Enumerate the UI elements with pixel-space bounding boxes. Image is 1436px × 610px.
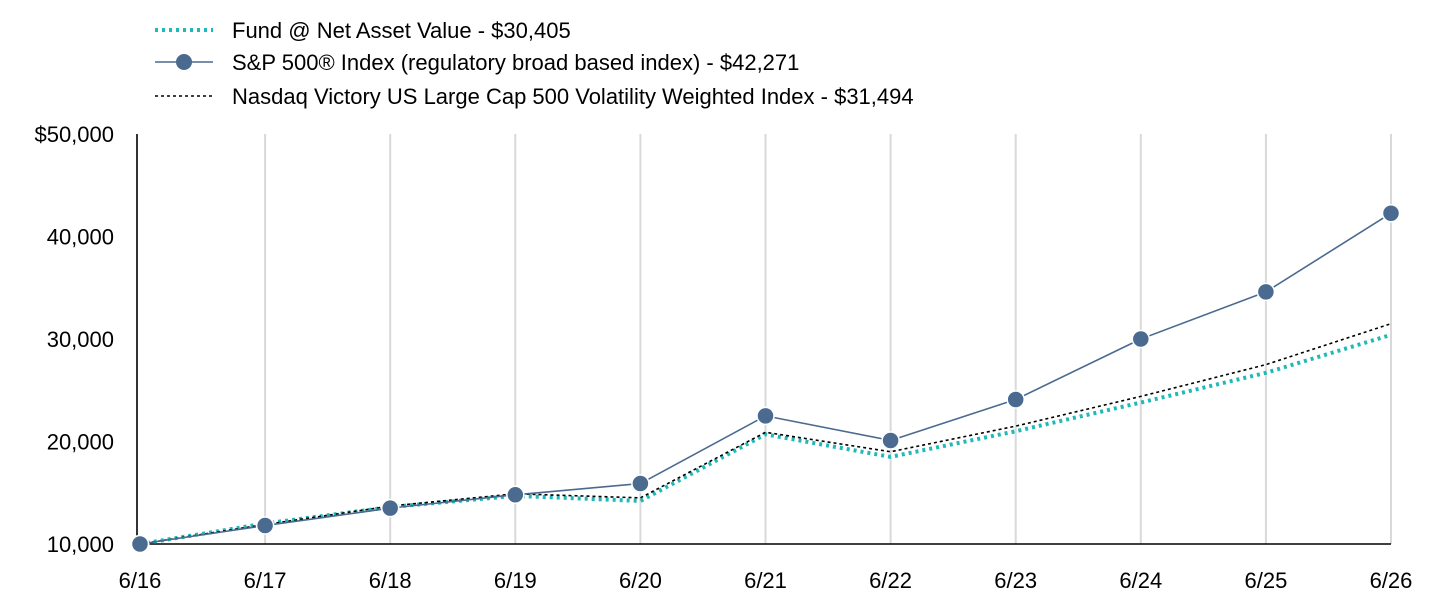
series-markers <box>130 203 1401 554</box>
gridlines <box>264 134 1392 544</box>
sp500-point-6-23 <box>1006 390 1025 409</box>
sp500-point-6-19 <box>506 485 525 505</box>
x-tick-label: 6/17 <box>244 568 287 593</box>
y-tick-label: 10,000 <box>47 532 114 557</box>
legend-label-nasdaq: Nasdaq Victory US Large Cap 500 Volatili… <box>232 84 914 109</box>
x-tick-label: 6/21 <box>744 568 787 593</box>
legend-entry-fund: Fund @ Net Asset Value - $30,405 <box>155 18 571 43</box>
x-tick-label: 6/20 <box>619 568 662 593</box>
x-tick-label: 6/18 <box>369 568 412 593</box>
x-tick-label: 6/25 <box>1244 568 1287 593</box>
legend-label-sp500: S&P 500® Index (regulatory broad based i… <box>232 50 799 75</box>
sp500-point-6-20 <box>631 474 650 493</box>
y-tick-label: 30,000 <box>47 327 114 352</box>
sp500-point-6-22 <box>881 431 900 450</box>
legend-marker-sp500 <box>176 54 192 70</box>
x-tick-label: 6/22 <box>869 568 912 593</box>
sp500-point-6-26 <box>1381 203 1401 223</box>
sp500-point-6-25 <box>1256 282 1276 302</box>
x-tick-label: 6/24 <box>1119 568 1162 593</box>
legend-entry-sp500: S&P 500® Index (regulatory broad based i… <box>155 50 799 75</box>
legend: Fund @ Net Asset Value - $30,405 S&P 500… <box>155 18 914 109</box>
axes <box>136 134 1391 545</box>
x-tick-label: 6/23 <box>994 568 1037 593</box>
legend-label-fund: Fund @ Net Asset Value - $30,405 <box>232 18 571 43</box>
series-line-nasdaq <box>139 322 1392 545</box>
x-tick-label: 6/19 <box>494 568 537 593</box>
sp500-point-6-17 <box>255 516 275 535</box>
sp500-point-6-21 <box>756 406 775 426</box>
y-tick-label: 40,000 <box>47 225 114 250</box>
x-tick-label: 6/16 <box>119 568 162 593</box>
sp500-point-6-24 <box>1131 329 1151 349</box>
sp500-point-6-18 <box>380 498 400 518</box>
legend-entry-nasdaq: Nasdaq Victory US Large Cap 500 Volatili… <box>155 84 914 109</box>
y-tick-label: 20,000 <box>47 430 114 455</box>
x-tick-label: 6/26 <box>1370 568 1413 593</box>
x-axis-tick-labels: 6/16 6/17 6/18 6/19 6/20 6/21 6/22 6/23 6/24 6/25… <box>119 568 1413 593</box>
sp500-point-6-16 <box>130 534 150 554</box>
y-axis-tick-labels: $50,000 40,000 30,000 20,000 10,000 <box>34 122 114 557</box>
y-tick-label: $50,000 <box>34 122 114 147</box>
